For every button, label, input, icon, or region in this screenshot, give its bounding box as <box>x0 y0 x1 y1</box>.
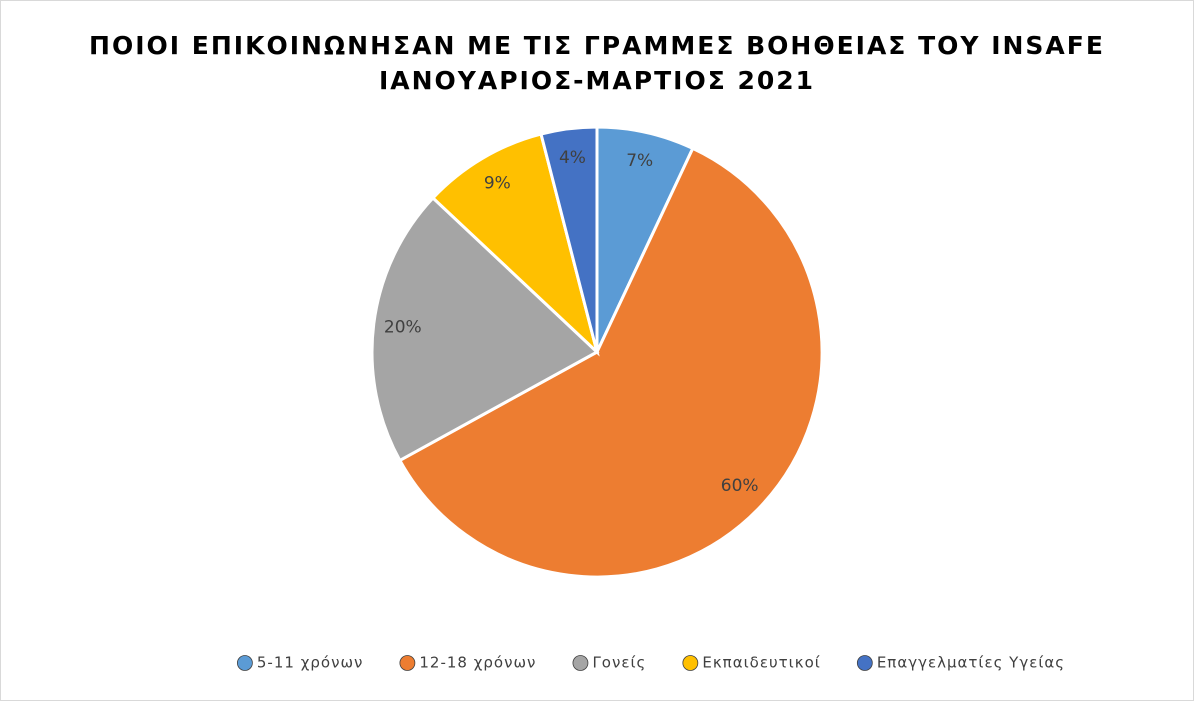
data-label: 4% <box>559 148 586 168</box>
pie-slice <box>430 132 600 357</box>
data-label: 9% <box>484 174 511 194</box>
pie-slice <box>539 125 599 353</box>
legend-label: 12-18 χρόνων <box>419 654 536 672</box>
chart-title: ΠΟΙΟΙ ΕΠΙΚΟΙΝΩΝΗΣΑΝ ΜΕ ΤΙΣ ΓΡΑΜΜΕΣ ΒΟΗΘΕ… <box>89 31 1105 60</box>
legend-label: Γονείς <box>592 654 646 672</box>
legend-label: Επαγγελματίες Υγείας <box>877 654 1065 672</box>
legend-label: Εκπαιδευτικοί <box>702 654 820 672</box>
legend-marker <box>399 655 416 671</box>
legend: 5-11 χρόνων 12-18 χρόνων Γονείς Εκπαιδευτικ… <box>236 654 1065 672</box>
legend-marker <box>572 655 589 671</box>
data-label: 20% <box>384 317 422 337</box>
pie-slice <box>397 146 824 579</box>
legend-marker <box>856 655 873 671</box>
data-label: 60% <box>721 476 759 496</box>
legend-marker <box>682 655 699 671</box>
data-label: 7% <box>626 151 653 171</box>
legend-marker <box>236 655 253 671</box>
pie-slice <box>370 195 600 463</box>
legend-label: 5-11 χρόνων <box>257 654 364 672</box>
chart-title: ΙΑΝΟΥΑΡΙΟΣ-ΜΑΡΤΙΟΣ 2021 <box>379 66 815 95</box>
